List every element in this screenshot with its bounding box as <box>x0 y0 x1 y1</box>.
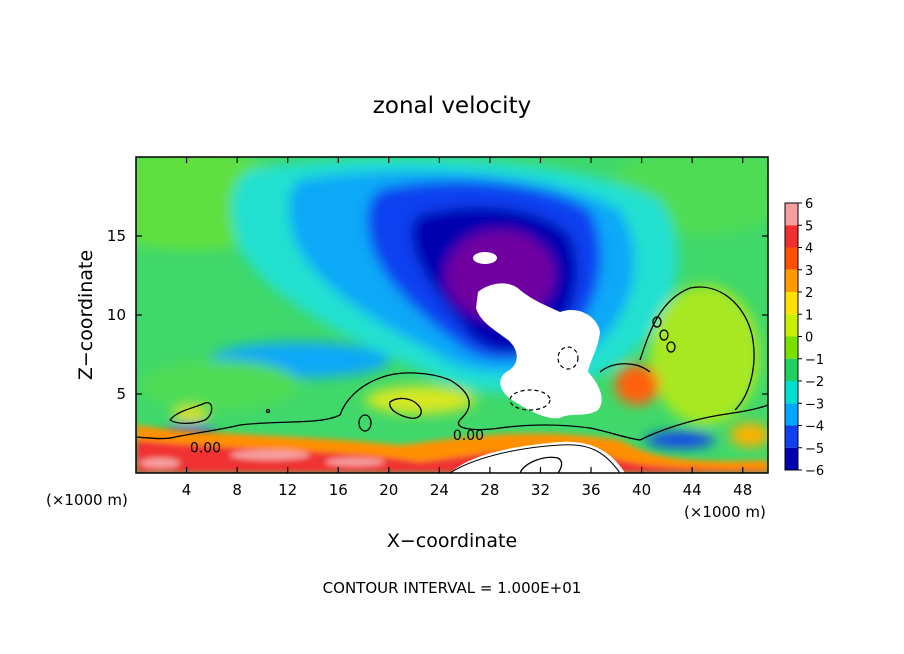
colorbar-label: −4 <box>805 420 824 435</box>
contour-surface <box>449 444 621 473</box>
pink-streak-2 <box>325 458 385 466</box>
colorbar-label: −1 <box>805 353 824 368</box>
colorbar-swatch <box>785 447 798 470</box>
colorbar-label: 0 <box>805 331 813 346</box>
x-unit-right: (×1000 m) <box>684 503 766 521</box>
contour-small-1 <box>652 316 662 328</box>
colorbar-label: 3 <box>805 264 813 279</box>
colorbar-swatch <box>785 225 798 248</box>
y-tick-label: 15 <box>107 227 126 245</box>
contour-loop-40 <box>599 363 651 373</box>
y-tick-label: 10 <box>107 306 126 324</box>
contour-loop-18 <box>358 414 372 432</box>
contour-loop-21 <box>389 397 422 419</box>
chart-title: zonal velocity <box>373 93 531 119</box>
blue-right-low <box>645 432 715 448</box>
contour-dashed-2 <box>509 389 551 411</box>
x-tick-label: 32 <box>531 481 550 499</box>
contour-surface-inner <box>519 456 563 473</box>
y-tick-label: 5 <box>116 385 126 403</box>
negative-contours <box>509 346 579 411</box>
colorbar-label: 4 <box>805 242 813 257</box>
colorbar-label: 6 <box>805 197 813 212</box>
colorbar-swatch <box>785 247 798 270</box>
blank-region-surface <box>450 441 625 473</box>
contour-small-dot <box>265 408 271 414</box>
contour-value-label: 0.00 <box>190 441 221 457</box>
contour-patch-5 <box>169 402 213 425</box>
colorbar-label: −2 <box>805 375 824 390</box>
green-lower-left <box>140 360 300 410</box>
x-tick-label: 12 <box>278 481 297 499</box>
contour-dashed-1 <box>557 346 579 370</box>
x-tick-label: 40 <box>632 481 651 499</box>
colorbar-swatch <box>785 381 798 404</box>
colorbar-label: 5 <box>805 219 813 234</box>
colorbar-swatch <box>785 336 798 359</box>
colorbar-label: −3 <box>805 397 824 412</box>
colorbar-swatch <box>785 292 798 315</box>
pink-streak-3 <box>140 458 180 468</box>
contour-value-label: 0.00 <box>453 428 484 444</box>
blank-region-main <box>476 283 602 419</box>
y-axis-label: Z−coordinate <box>75 250 97 380</box>
contour-small-3 <box>666 341 676 353</box>
colorbar-swatch <box>785 269 798 292</box>
plot-area: 0.00 0.00 <box>136 157 768 473</box>
contour-interval-note: CONTOUR INTERVAL = 1.000E+01 <box>323 579 582 597</box>
colorbar-swatch <box>785 314 798 337</box>
right-positive <box>650 285 760 425</box>
x-tick-label: 48 <box>733 481 752 499</box>
blank-region-top <box>473 252 497 264</box>
colorbar: 6 5 4 3 2 1 0 −1 −2 −3 −4 −5 −6 <box>784 197 824 479</box>
colorbar-swatch <box>785 403 798 426</box>
colorbar-label: 2 <box>805 286 813 301</box>
x-axis-label: X−coordinate <box>387 530 517 552</box>
pink-streak-1 <box>230 450 310 460</box>
contour-label-layer: 0.00 0.00 <box>190 428 484 457</box>
patch-5 <box>172 407 208 423</box>
x-tick-label: 8 <box>232 481 242 499</box>
contour-zero-main <box>136 372 768 441</box>
colorbar-swatch <box>785 203 798 226</box>
x-unit-left: (×1000 m) <box>46 491 128 509</box>
contour-small-2 <box>659 329 669 341</box>
patch-21 <box>365 386 475 414</box>
colorbar-swatch <box>785 358 798 381</box>
patch-40 <box>615 365 659 405</box>
yellow-right-low <box>730 423 768 447</box>
colorbar-label: −5 <box>805 442 824 457</box>
x-tick-label: 24 <box>430 481 449 499</box>
colorbar-swatch <box>785 425 798 448</box>
x-tick-label: 36 <box>581 481 600 499</box>
x-tick-label: 44 <box>683 481 702 499</box>
x-tick-label: 4 <box>182 481 192 499</box>
x-tick-label: 28 <box>480 481 499 499</box>
x-tick-label: 16 <box>329 481 348 499</box>
x-tick-label: 20 <box>379 481 398 499</box>
colorbar-label: −6 <box>805 464 824 479</box>
contour-lines <box>136 286 768 473</box>
colorbar-label: 1 <box>805 308 813 323</box>
